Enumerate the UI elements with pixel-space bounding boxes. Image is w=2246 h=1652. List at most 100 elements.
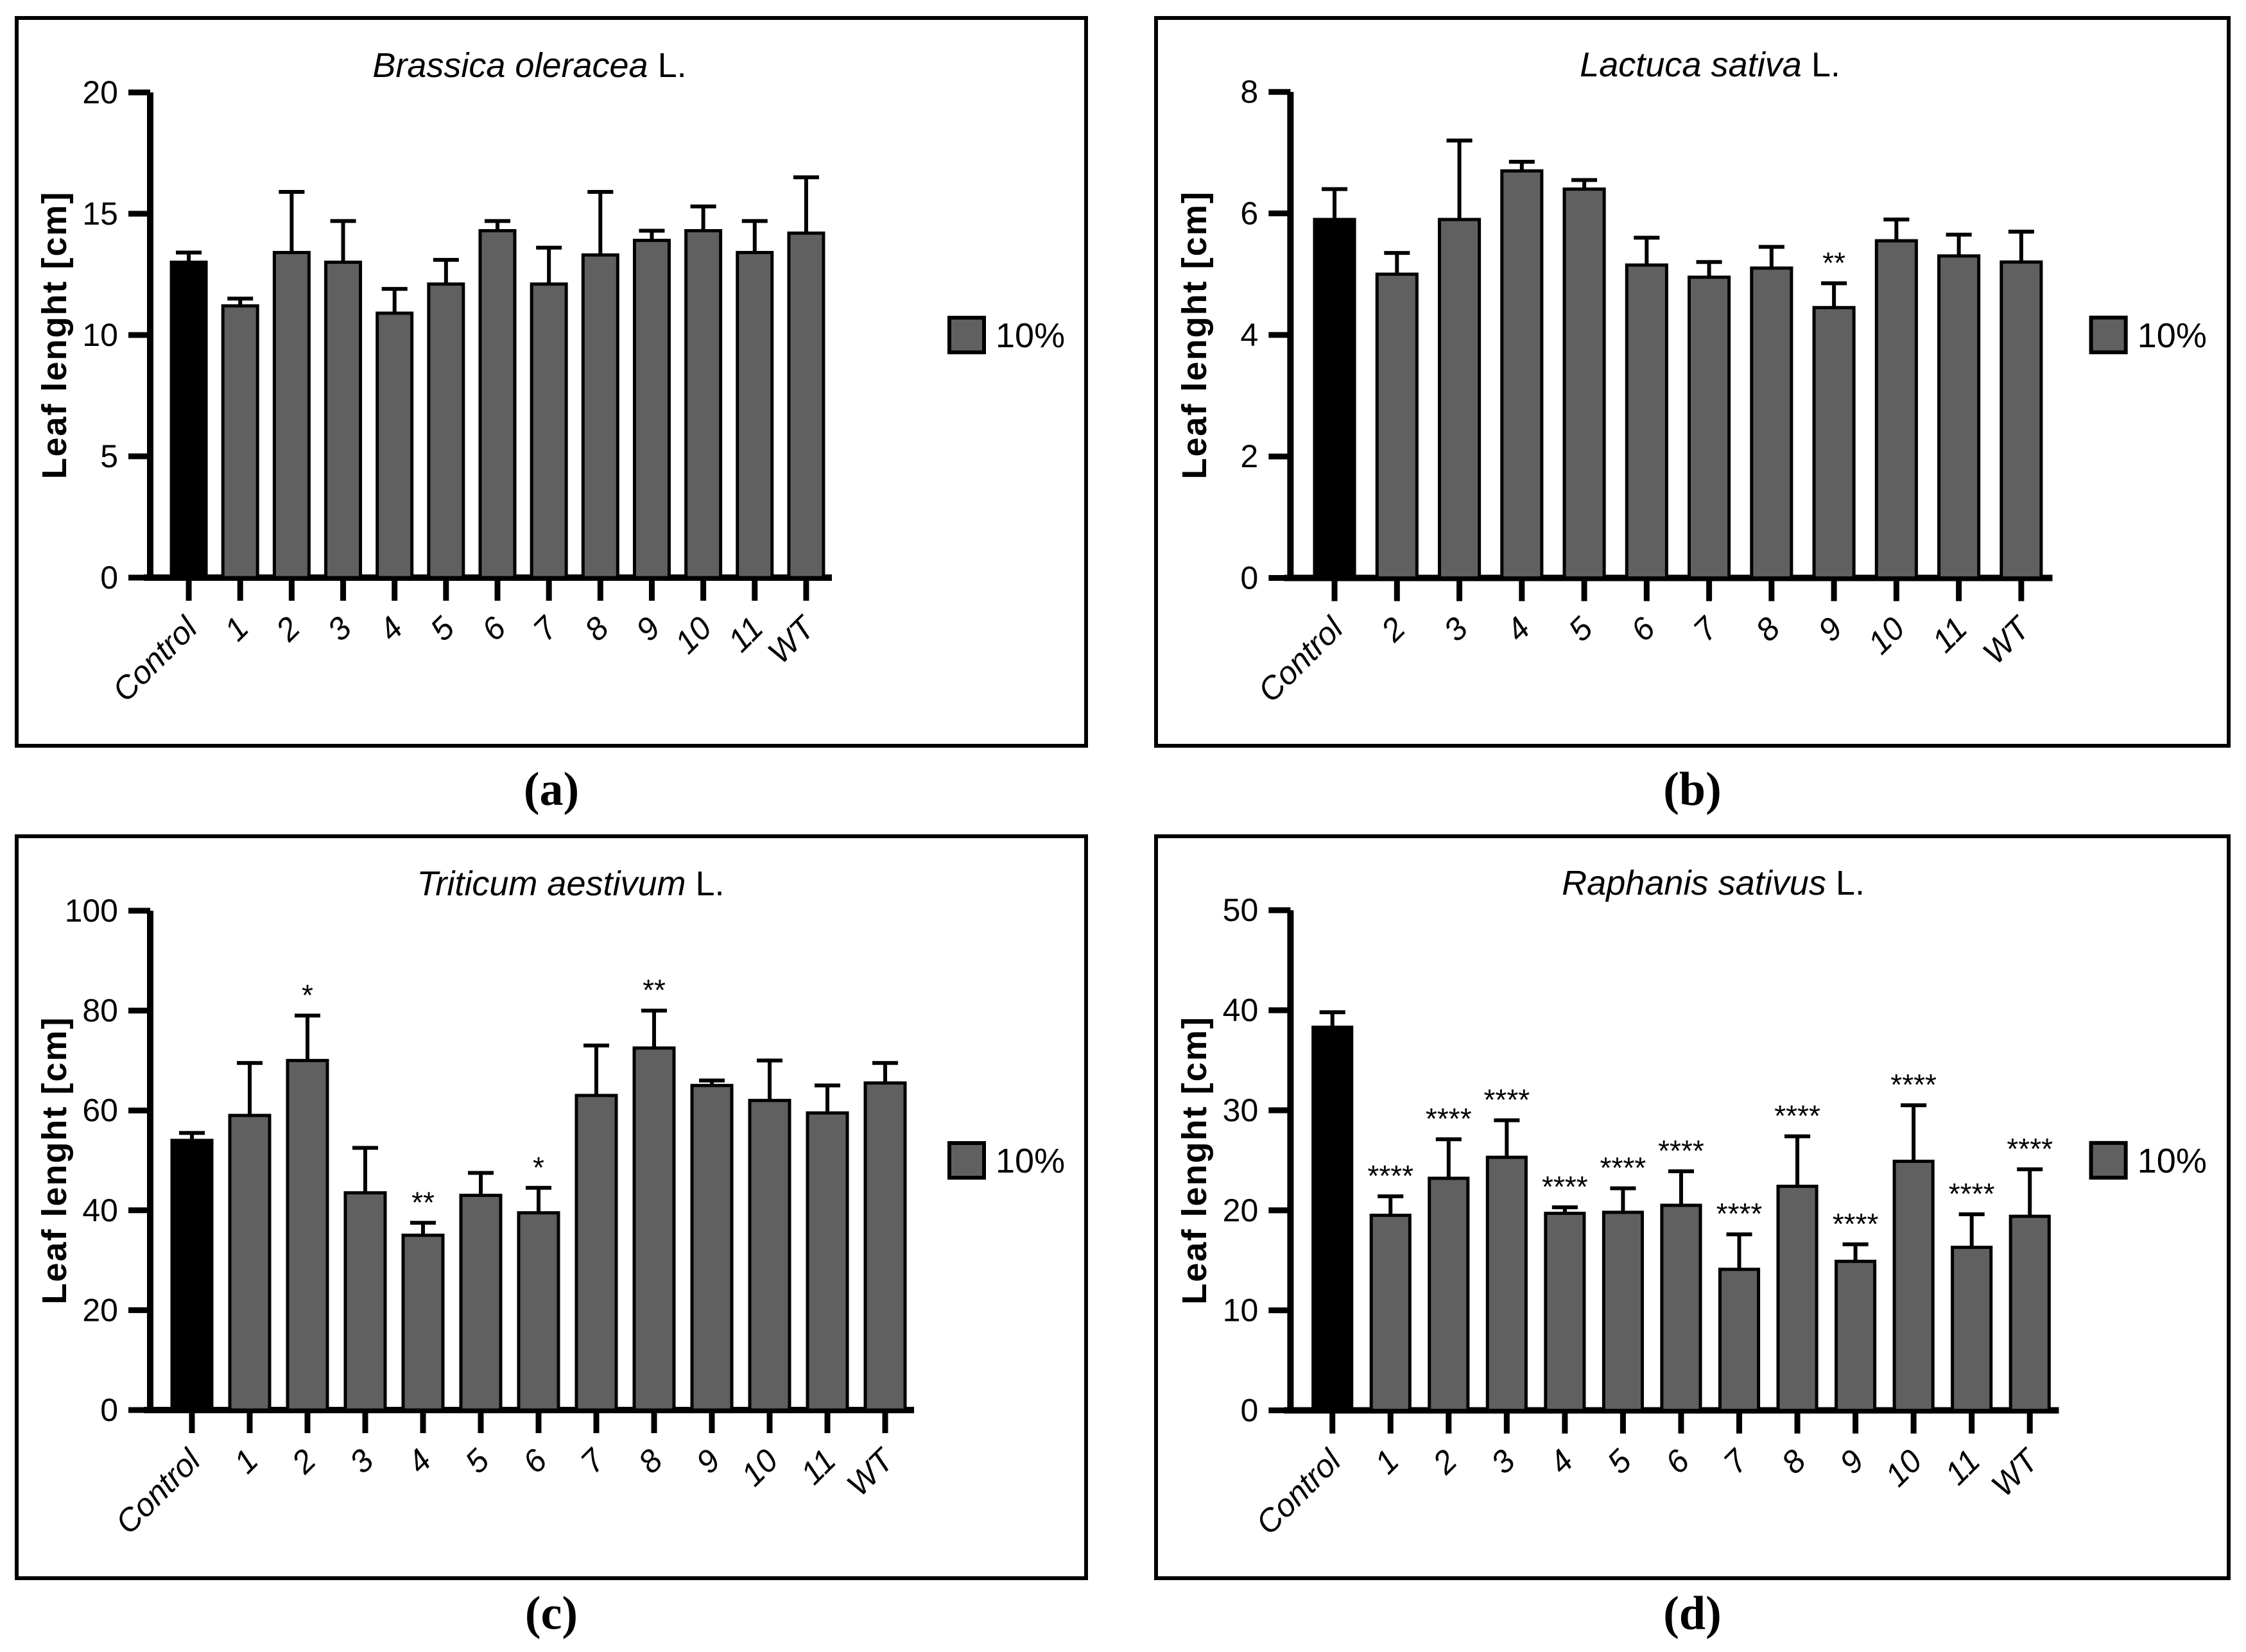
chart-d: 0 10 20 30 40 50 Raphanis sativus L. Leaf lengh… [1158,838,2227,1576]
bar [1544,1211,1586,1413]
y-tick-label: 10 [1223,1293,1259,1329]
bar [863,1081,907,1412]
y-tick-label: 20 [82,74,118,110]
x-tick-label: 2 [268,610,307,648]
x-tick-label: 3 [343,1442,381,1480]
y-tick-label: 6 [1240,196,1258,232]
panel-label-c: (c) [524,1587,578,1640]
bar-control [1313,218,1356,580]
legend-label: 10% [2138,1142,2207,1180]
bar [690,1083,734,1412]
bar [228,1114,272,1412]
x-tick-label: 7 [1686,609,1725,648]
chart-title: Raphanis sativus L. [1562,864,1865,902]
bar [1625,263,1668,580]
bar [1428,1176,1470,1413]
y-tick-label: 60 [82,1092,118,1128]
chart-title: Brassica oleracea L. [372,46,686,85]
y-tick-label: 10 [82,317,118,353]
y-tick-label: 80 [82,993,118,1029]
x-tick-label: 8 [578,610,616,648]
bar [1369,1214,1412,1413]
legend-label: 10% [2138,316,2207,355]
significance-label: **** [1716,1197,1763,1230]
x-tick-label: Control [1249,1442,1349,1542]
significance-label: **** [1600,1151,1646,1184]
x-tick-label: 2 [1426,1443,1464,1481]
significance-label: **** [1833,1207,1879,1241]
y-axis-label: Leaf lenght [cm] [35,191,74,479]
y-tick-label: 2 [1240,438,1258,474]
significance-label: **** [1426,1102,1472,1135]
x-tick-label: 3 [1484,1443,1522,1481]
x-tick-label: 4 [372,610,410,648]
x-tick-label: 6 [475,610,513,648]
panel-label-a: (a) [523,763,580,816]
panel-c: 0 20 40 60 80 100 Triticum aestivum L. Leaf len… [15,834,1088,1580]
x-tick-label: 11 [1925,610,1974,659]
significance-label: * [302,978,313,1011]
x-tick-label: 4 [1499,610,1537,648]
chart-b: 0 2 4 6 8 Lactuca sativa L. Leaf lenght [cm] Co… [1158,20,2227,744]
bar [2000,260,2043,580]
panel-label-d: (d) [1663,1587,1722,1640]
bar [1438,218,1481,580]
legend-swatch [947,1141,986,1180]
bar [574,1094,618,1412]
x-tick-label: 9 [629,610,667,648]
significance-label: ** [1822,246,1845,279]
significance-label: **** [1658,1134,1704,1167]
significance-label: **** [1483,1083,1530,1116]
y-tick-label: 40 [1223,992,1259,1028]
bar [1937,254,1981,580]
x-tick-label: 2 [284,1442,323,1481]
bar [401,1234,445,1412]
y-tick-label: 0 [100,560,118,596]
legend-swatch [2089,1140,2128,1180]
panel-a: 0 5 10 15 20 Brassica oleracea L. Leaf lenght … [15,16,1088,748]
bar [1776,1184,1818,1413]
y-tick-label: 15 [82,196,118,232]
y-tick-label: 5 [100,438,118,474]
x-tick-label: 5 [458,1442,496,1480]
legend-label: 10% [996,1142,1065,1180]
y-tick-label: 20 [82,1292,118,1328]
x-tick-label: 10 [668,610,718,660]
significance-label: * [533,1151,544,1184]
bar [1562,187,1606,580]
y-tick-label: 0 [1240,1393,1258,1429]
x-tick-label: 9 [689,1442,727,1480]
bar [1951,1245,1993,1413]
bar [459,1193,503,1412]
legend-label: 10% [996,316,1065,355]
x-tick-label: WT [840,1441,902,1503]
bar [787,231,825,580]
significance-label: **** [1774,1099,1820,1132]
bar [272,250,311,580]
bar [1485,1155,1528,1413]
significance-label: **** [1367,1159,1413,1192]
y-axis-label: Leaf lenght [cm] [35,1016,74,1304]
legend-swatch [2089,315,2128,354]
x-tick-label: 2 [1374,610,1412,649]
bar [1375,272,1419,580]
chart-c: 0 20 40 60 80 100 Triticum aestivum L. Leaf len… [19,838,1084,1576]
bar [748,1099,791,1412]
bar [478,228,517,580]
significance-label: **** [1949,1177,1995,1210]
y-tick-label: 0 [100,1392,118,1428]
x-tick-label: 8 [1775,1443,1813,1481]
y-axis-label: Leaf lenght [cm] [1175,1016,1214,1305]
bar [1718,1268,1761,1413]
bar [1892,1159,1935,1413]
bar [1660,1203,1702,1413]
x-tick-label: 8 [1749,610,1786,648]
x-tick-label: 4 [401,1442,438,1480]
x-tick-label: 3 [1437,610,1474,648]
chart-title: Lactuca sativa L. [1580,46,1840,84]
significance-label: **** [2007,1132,2053,1166]
bar [427,282,465,580]
bar [1835,1259,1877,1413]
x-tick-label: Control [105,609,205,709]
chart-svg: 0 10 20 30 40 50 Raphanis sativus L. Leaf lengh… [1175,864,2207,1542]
